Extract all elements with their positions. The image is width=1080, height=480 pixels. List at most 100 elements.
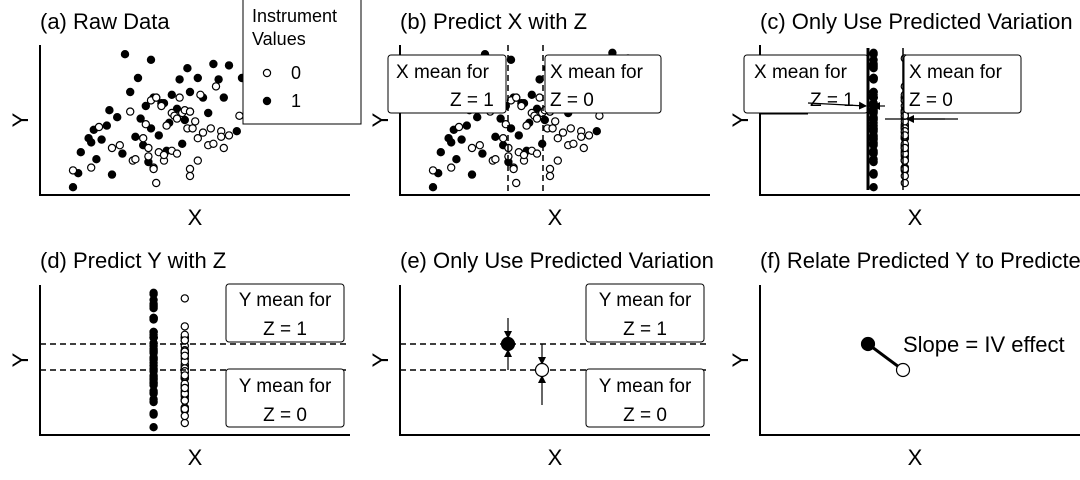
- panel-a-point-z1: [232, 126, 241, 136]
- panel-b-point-z0: [499, 133, 508, 143]
- panel-f-axes: [759, 285, 1080, 436]
- panel-d-point-z0: [180, 351, 189, 360]
- panel-e-box-z1-line1: Y mean for: [599, 290, 692, 311]
- panel-c-point-z1: [869, 146, 878, 155]
- panel-e-title: (e) Only Use Predicted Variation: [400, 248, 714, 273]
- panel-c-point-z1: [869, 73, 878, 83]
- panel-a-point-z1: [209, 59, 218, 69]
- panel-a-point-z0: [115, 140, 125, 150]
- panel-a-point-z0: [193, 156, 202, 165]
- panel-d-point-z0: [180, 418, 189, 428]
- panel-a-point-z1: [154, 131, 163, 140]
- panel-e-box-z0: [585, 368, 705, 428]
- panel-a-point-z1: [92, 154, 101, 164]
- panel-c-guides: X mean for Z = 1 X mean for Z = 0: [743, 48, 1022, 190]
- panel-a-point-z0: [185, 171, 195, 181]
- panel-e-ylabel: Y: [368, 352, 393, 367]
- panel-b-box-z0-line2: Z = 0: [550, 90, 594, 111]
- panel-b-point-z0: [519, 150, 529, 160]
- panel-e-axes: [399, 285, 710, 436]
- panel-a-point-z1: [214, 75, 223, 84]
- panel-d-points: [149, 288, 189, 432]
- panel-b-point-z0: [475, 140, 484, 150]
- panel-a-point-z1: [185, 87, 195, 97]
- panel-a-point-z1: [102, 121, 112, 130]
- panel-e-mean-point-z0: [534, 362, 550, 378]
- panel-b-point-z0: [517, 101, 526, 111]
- panel-d-title: (d) Predict Y with Z: [40, 248, 226, 273]
- panel-e-box-z1-line2: Z = 1: [623, 319, 667, 340]
- panel-b-point-z0: [532, 149, 542, 158]
- panel-b-point-z0: [569, 139, 578, 148]
- panel-a-point-z1: [133, 73, 143, 83]
- panel-a-point-z1: [141, 101, 150, 111]
- panel-b-point-z1: [514, 131, 524, 140]
- panel-b-point-z0: [428, 166, 438, 175]
- panel-a-point-z0: [131, 154, 140, 164]
- panel-b-point-z0: [454, 122, 464, 132]
- panel-a-point-z0: [224, 131, 234, 140]
- panel-c-box-z0-line2: Z = 0: [909, 90, 953, 111]
- panel-e-guides: Y mean for Z = 1 Y mean for Z = 0: [400, 283, 710, 428]
- panel-a-point-z1: [112, 112, 122, 122]
- panel-a-point-z1: [131, 132, 140, 141]
- panel-a-point-z0: [172, 149, 182, 158]
- panel-b-guides: X mean for Z = 1 X mean for Z = 0: [387, 45, 662, 195]
- panel-b-point-z1: [462, 121, 471, 130]
- panel-d-point-z0: [180, 404, 189, 414]
- panel-d-box-z1: [225, 283, 345, 343]
- panel-a-point-z0: [94, 122, 104, 132]
- panel-a-point-z0: [190, 117, 200, 126]
- panel-a-point-z1: [125, 87, 135, 97]
- panel-c-point-z1: [869, 126, 878, 136]
- panel-a-ylabel: Y: [8, 112, 33, 127]
- panel-a-point-z0: [144, 143, 153, 153]
- panel-d-xlabel: X: [188, 445, 203, 470]
- panel-e-box-z1: [585, 283, 705, 343]
- panel-a-points: [68, 48, 273, 192]
- panel-b-point-z0: [535, 93, 544, 102]
- panel-a-point-z1: [193, 73, 202, 83]
- panel-a-point-z1: [175, 75, 184, 84]
- panel-f-slope-line: [867, 342, 904, 372]
- legend-marker-filled: [262, 96, 272, 106]
- panel-a-point-z0: [198, 128, 208, 137]
- legend-label-0: 0: [291, 63, 301, 83]
- panel-b-box-z0: [544, 54, 662, 114]
- panel-b-point-z0: [558, 128, 568, 137]
- panel-d-point-z1: [149, 410, 158, 419]
- panel-a-xlabel: X: [188, 205, 203, 230]
- panel-a-point-z0: [107, 143, 117, 153]
- panel-d-point-z1: [149, 348, 158, 358]
- panel-a-point-z0: [68, 166, 78, 175]
- panel-a-point-z1: [177, 139, 187, 148]
- panel-d-point-z0: [180, 336, 189, 345]
- panel-a-point-z1: [120, 50, 130, 59]
- panel-b-point-z1: [535, 75, 544, 84]
- panel-b-point-z0: [545, 171, 555, 181]
- panel-d-point-z1: [149, 288, 158, 297]
- panel-c-point-z1: [869, 157, 878, 167]
- panel-a-point-z1: [107, 170, 117, 179]
- panel-a-point-z1: [86, 138, 96, 147]
- panel-c-box-z1-line2: Z = 1: [810, 90, 854, 111]
- panel-b-point-z0: [551, 117, 560, 126]
- panel-a-point-z1: [68, 182, 78, 192]
- panel-a-point-z0: [196, 90, 205, 100]
- panel-d-box-z1-line2: Z = 1: [263, 319, 307, 340]
- panel-b-point-z1: [491, 132, 500, 141]
- panel-a-point-z0: [172, 114, 182, 123]
- panel-c-box-z0-line1: X mean for: [909, 62, 1003, 83]
- panel-f-point-z1: [860, 336, 876, 352]
- panel-a-point-z1: [180, 115, 189, 125]
- panel-c-point-z1: [869, 62, 878, 72]
- panel-c-point-z1: [869, 93, 878, 102]
- panel-c-point-z1: [869, 108, 878, 118]
- panel-a-point-z1: [136, 114, 145, 123]
- panel-a-point-z0: [125, 107, 135, 116]
- panel-a-point-z1: [76, 147, 86, 157]
- panel-a-point-z0: [138, 133, 148, 143]
- panel-f-xlabel: X: [908, 445, 923, 470]
- panel-a-point-z0: [151, 93, 161, 102]
- panel-b-point-z1: [452, 154, 461, 164]
